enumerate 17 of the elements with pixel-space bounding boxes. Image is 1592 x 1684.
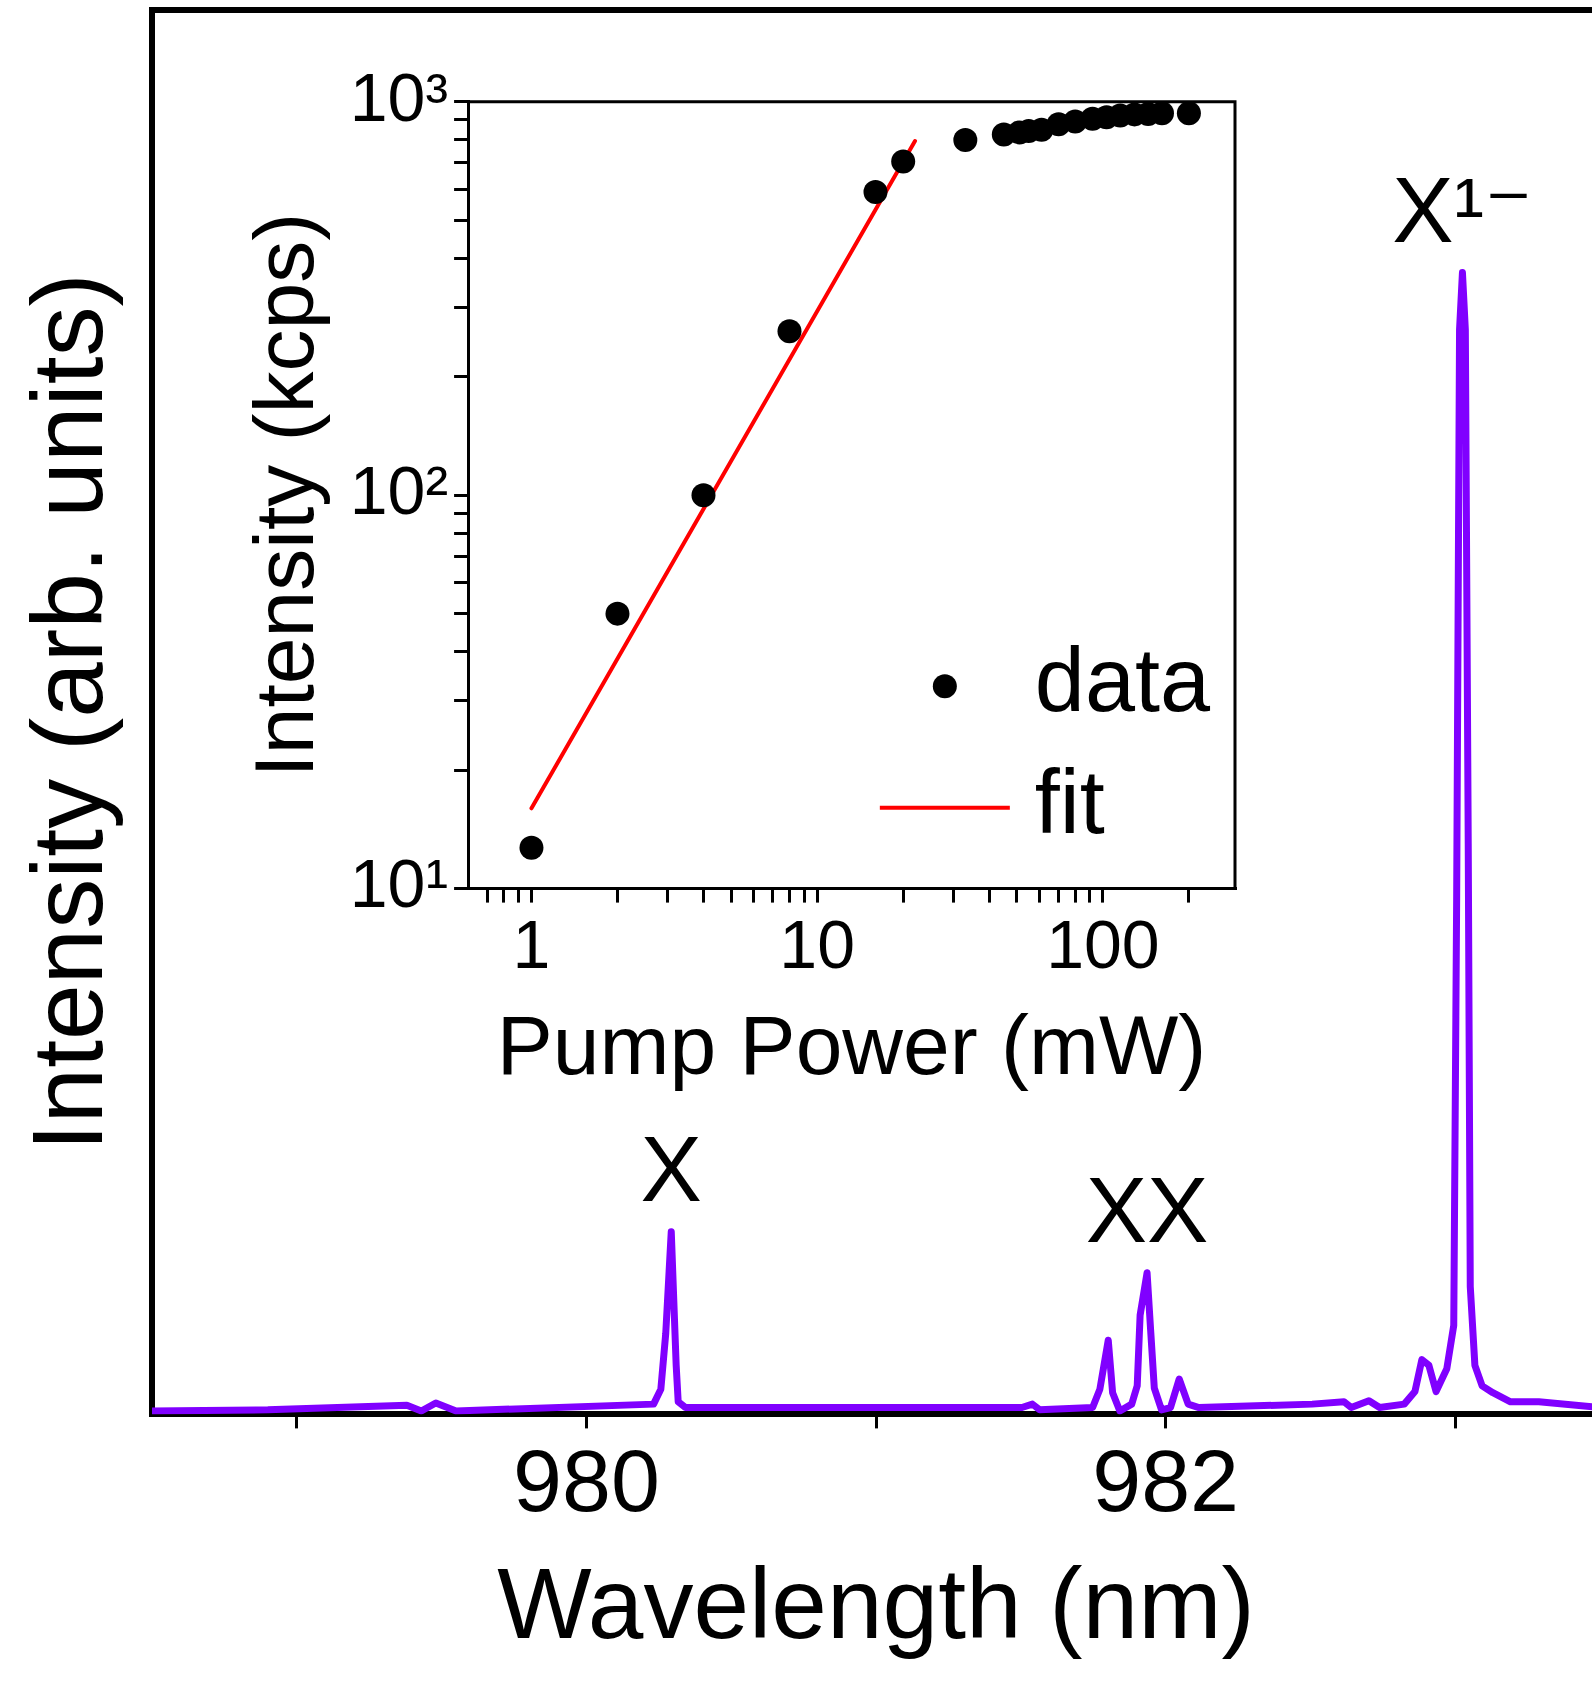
- y-axis-title: Intensity (kcps): [236, 212, 331, 778]
- y-axis-title: Intensity (arb. units): [10, 273, 123, 1152]
- y-tick-label: 10³: [349, 58, 449, 135]
- y-tick-label: 10¹: [349, 845, 449, 922]
- x-axis-title: Wavelength (nm): [497, 1546, 1255, 1659]
- annotation: X¹⁻: [1392, 158, 1533, 261]
- x-tick-label: 100: [1046, 906, 1160, 983]
- y-tick-label: 10²: [349, 451, 449, 528]
- legend-label: fit: [1034, 751, 1105, 852]
- annotation: X: [640, 1118, 702, 1221]
- x-tick-label: 982: [1092, 1431, 1240, 1531]
- x-axis-title: Pump Power (mW): [496, 997, 1207, 1092]
- annotation: XX: [1085, 1159, 1209, 1262]
- x-tick-label: 980: [512, 1431, 660, 1531]
- legend-label: data: [1034, 630, 1211, 731]
- x-tick-label: 10: [779, 906, 855, 983]
- x-tick-label: 1: [512, 906, 551, 983]
